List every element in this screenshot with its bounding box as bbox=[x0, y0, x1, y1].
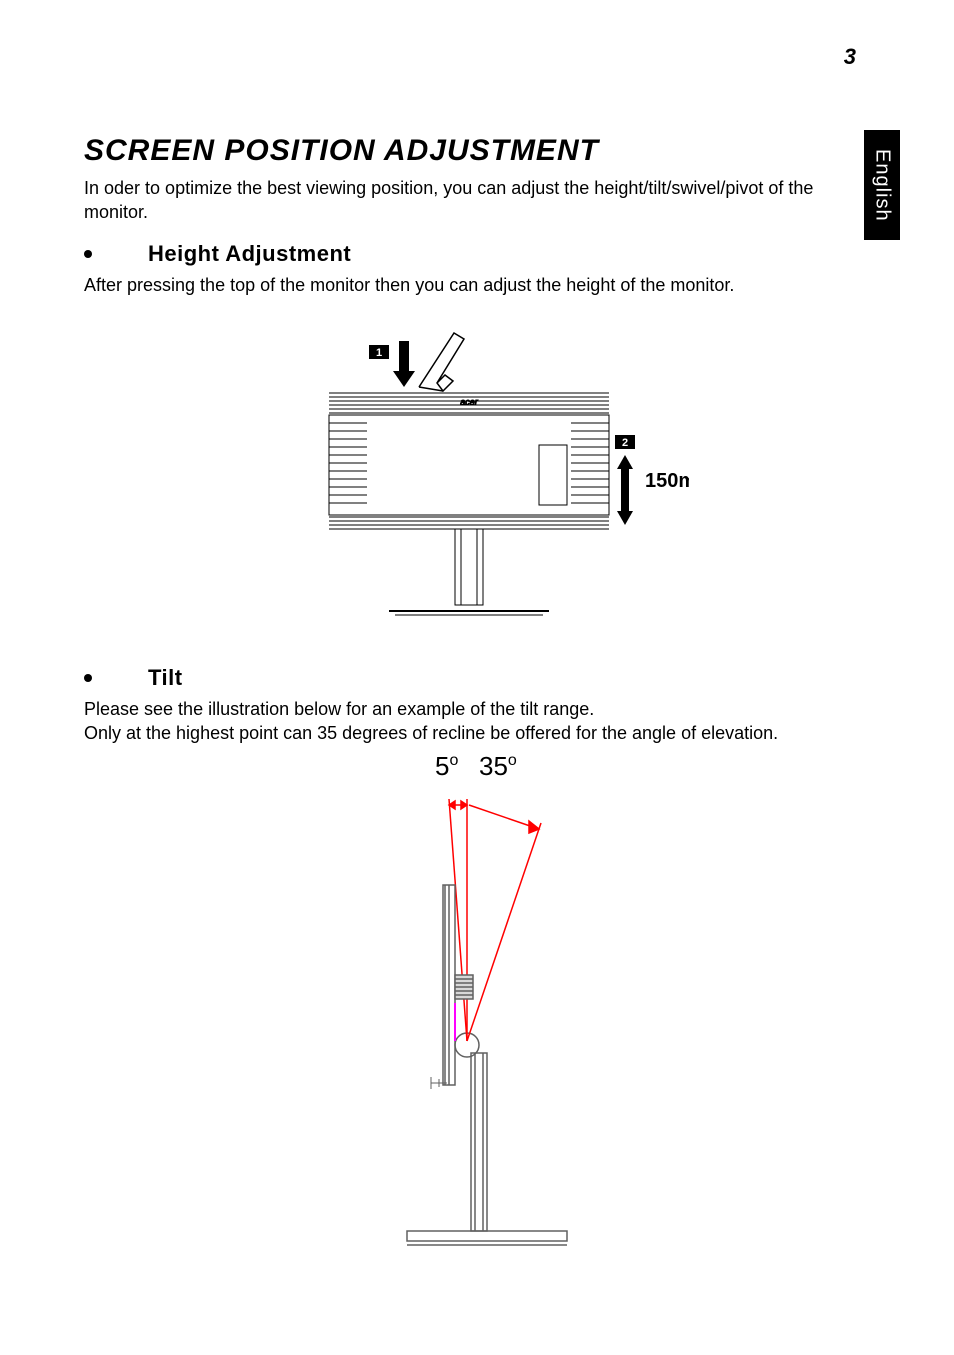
height-body: After pressing the top of the monitor th… bbox=[84, 273, 874, 297]
callout-1-label: 1 bbox=[376, 347, 382, 359]
page-number: 3 bbox=[844, 44, 856, 70]
intro-paragraph: In oder to optimize the best viewing pos… bbox=[84, 176, 874, 225]
tilt-figure: 5o 35o bbox=[84, 745, 874, 1265]
tilt-body-line2: Only at the highest point can 35 degrees… bbox=[84, 721, 874, 745]
tilt-body: Please see the illustration below for an… bbox=[84, 697, 874, 746]
height-measurement: 150mm bbox=[645, 470, 689, 492]
tilt-angle-fwd: 35o bbox=[479, 751, 517, 781]
tilt-angle-back: 5o bbox=[435, 751, 458, 781]
content-area: SCREEN POSITION ADJUSTMENT In oder to op… bbox=[84, 134, 874, 1265]
height-heading: Height Adjustment bbox=[148, 241, 351, 267]
page: 3 English SCREEN POSITION ADJUSTMENT In … bbox=[0, 0, 954, 1355]
bullet-icon bbox=[84, 250, 92, 258]
callout-2-label: 2 bbox=[622, 437, 628, 449]
height-figure: acer 1 2 bbox=[84, 315, 874, 635]
bullet-icon bbox=[84, 674, 92, 682]
tilt-body-line1: Please see the illustration below for an… bbox=[84, 697, 874, 721]
main-heading: SCREEN POSITION ADJUSTMENT bbox=[84, 134, 874, 168]
svg-text:acer: acer bbox=[460, 397, 479, 407]
height-heading-row: Height Adjustment bbox=[84, 241, 874, 267]
language-tab: English bbox=[864, 130, 900, 240]
tilt-section: Tilt Please see the illustration below f… bbox=[84, 665, 874, 1266]
tilt-heading-row: Tilt bbox=[84, 665, 874, 691]
tilt-heading: Tilt bbox=[148, 665, 183, 691]
